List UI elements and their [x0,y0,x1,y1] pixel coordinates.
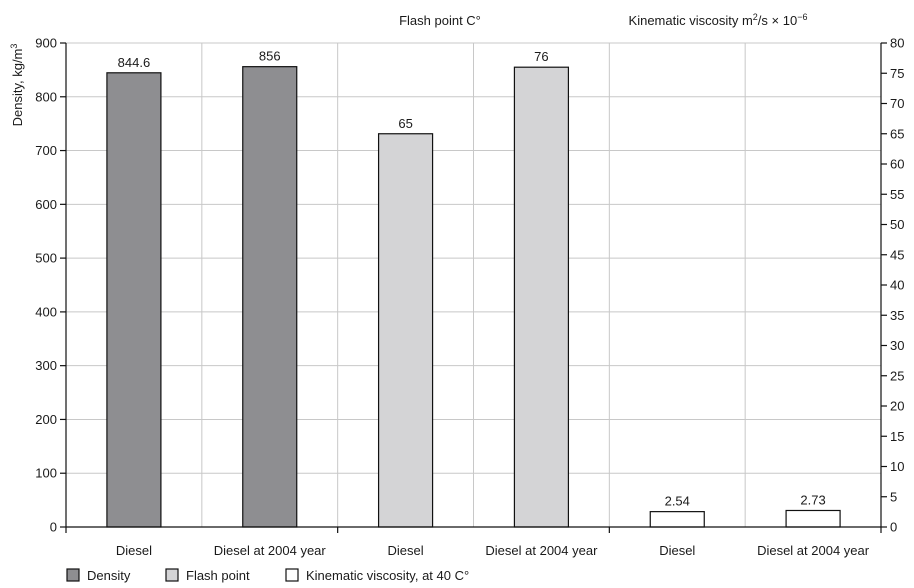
y-left-tick-label: 400 [35,304,57,319]
y-left-tick-label: 100 [35,466,57,481]
category-label-2-1: Diesel at 2004 year [757,543,870,558]
category-label-0-1: Diesel at 2004 year [214,543,327,558]
y-right-tick-label: 10 [890,459,904,474]
y-left-tick-label: 800 [35,89,57,104]
data-label-1-0: 65 [398,116,412,131]
titles: Density, kg/m3 Flash point C° Kinematic vi… [9,12,807,126]
category-label-2-0: Diesel [659,543,695,558]
panel-title-viscosity-sup2: −6 [797,12,807,22]
y-right-tick-label: 65 [890,126,904,141]
y-left-tick-label: 900 [35,36,57,51]
y-right-tick-label: 20 [890,399,904,414]
legend: Density Flash point Kinematic viscosity, a… [66,568,469,583]
bar-2-1 [785,509,841,528]
y-right-tick-label: 45 [890,247,904,262]
bars [106,66,841,528]
y-right-tick-label: 60 [890,157,904,172]
category-label-0-0: Diesel [116,543,152,558]
category-label-1-0: Diesel [388,543,424,558]
panel-title-viscosity-sup: 2 [753,12,758,22]
bar-1-0 [377,133,434,528]
bar-0-1 [242,66,298,528]
panel-title-viscosity-after: /s × 10 [758,13,797,28]
panel-title-viscosity-main: Kinematic viscosity m [629,13,753,28]
y-left-tick-label: 200 [35,412,57,427]
y-right-tick-label: 0 [890,520,897,535]
data-label-2-1: 2.73 [800,492,825,507]
y-right-tick-label: 40 [890,278,904,293]
panel-title-flash-point: Flash point C° [399,13,481,28]
y-right-tick-label: 35 [890,308,904,323]
category-label-1-1: Diesel at 2004 year [485,543,598,558]
data-label-1-1: 76 [534,49,548,64]
y-left-tick-label: 0 [50,520,57,535]
y-right-tick-label: 55 [890,187,904,202]
y-right-tick-label: 30 [890,338,904,353]
y-left-tick-label: 600 [35,197,57,212]
legend-label-0: Density [87,568,131,583]
y-left-axis-title-main: Density, kg/m [10,49,25,127]
legend-swatch-0 [66,568,80,582]
panel-title-viscosity: Kinematic viscosity m2/s × 10−6 [629,12,808,28]
axes: 0 100 200 300 400 500 600 700 800 900 0 5 10 15 20 25 30… [35,36,904,535]
y-right-tick-label: 15 [890,429,904,444]
y-left-tick-label: 500 [35,251,57,266]
labels: 844.6 Diesel 856 Diesel at 2004 year 65 Diese… [116,49,870,558]
legend-swatch-2 [285,568,299,582]
y-left-tick-label: 700 [35,143,57,158]
data-label-0-1: 856 [259,49,281,64]
y-left-axis-title: Density, kg/m3 [9,44,25,127]
y-left-tick-label: 300 [35,358,57,373]
bar-2-0 [649,511,705,528]
y-right-tick-label: 25 [890,368,904,383]
y-right-tick-label: 5 [890,489,897,504]
bar-0-0 [106,72,162,528]
bar-1-1 [513,66,570,528]
y-right-tick-label: 70 [890,96,904,111]
grid [66,43,881,527]
y-left-axis-title-sup: 3 [9,44,19,49]
data-label-0-0: 844.6 [118,55,151,70]
legend-label-2: Kinematic viscosity, at 40 C° [306,568,469,583]
y-right-tick-label: 75 [890,66,904,81]
legend-label-1: Flash point [186,568,250,583]
y-right-tick-label: 50 [890,217,904,232]
data-label-2-0: 2.54 [665,494,690,509]
legend-swatch-1 [165,568,179,582]
y-right-tick-label: 80 [890,36,904,51]
